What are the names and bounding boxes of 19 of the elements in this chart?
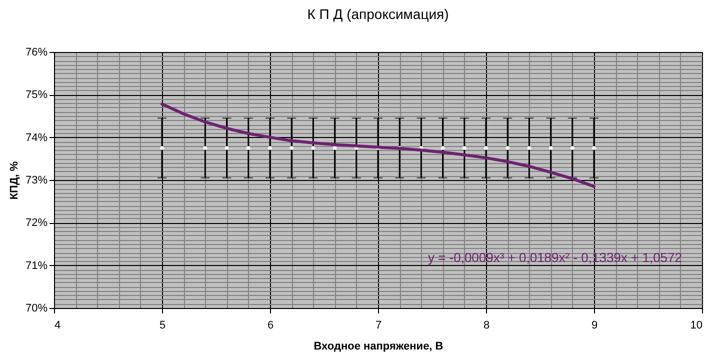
x-tick-label: 8 [483, 320, 490, 332]
y-tick-label: 76% [25, 46, 48, 58]
annotation: y = -0,0009x³ + 0,0189x² - 0,1339x + 1,0572 [428, 250, 682, 265]
x-axis-title: Входное напряжение, В [314, 340, 444, 352]
x-tick-label: 6 [267, 320, 274, 332]
y-tick-label: 72% [25, 217, 48, 230]
y-tick-label: 73% [25, 174, 48, 186]
y-tick-label: 71% [25, 260, 48, 272]
x-tick-label: 10 [690, 320, 702, 332]
x-tick-label: 4 [54, 320, 61, 332]
x-tick-label: 7 [375, 320, 382, 332]
y-tick-label: 74% [25, 132, 48, 144]
y-tick-label: 70% [25, 302, 48, 314]
x-tick-label: 5 [159, 320, 166, 332]
chart-title: К П Д (апроксимация) [307, 6, 449, 22]
y-tick-label: 75% [25, 89, 48, 102]
x-tick-label: 9 [591, 320, 598, 332]
y-axis-title: КПД, % [8, 161, 20, 200]
line-series [160, 102, 596, 188]
